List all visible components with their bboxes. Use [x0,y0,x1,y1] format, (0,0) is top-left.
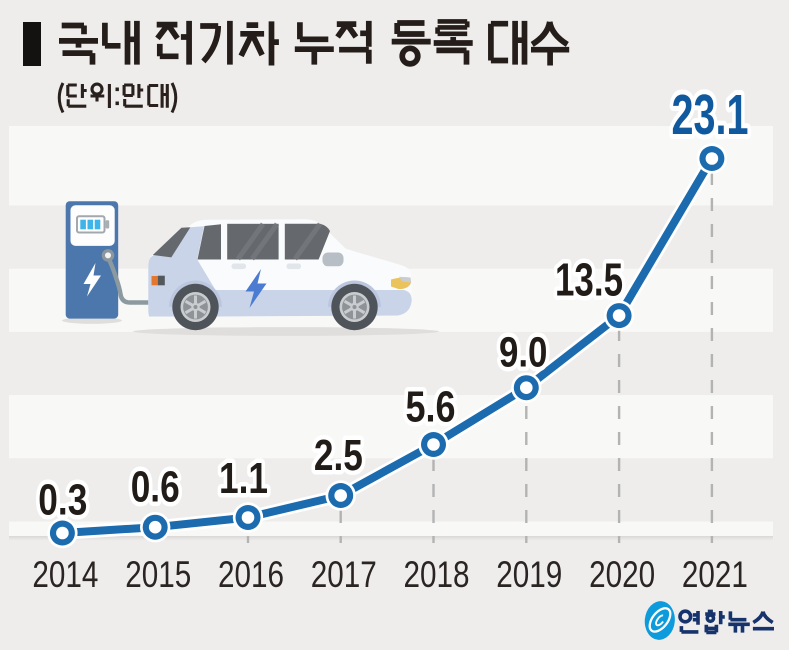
svg-text:2016: 2016 [218,554,284,595]
svg-text:13.5: 13.5 [555,254,623,306]
svg-text:2014: 2014 [32,554,98,595]
svg-text:2017: 2017 [311,554,377,595]
svg-text:2015: 2015 [125,554,191,595]
svg-text:2018: 2018 [404,554,470,595]
svg-text:9.0: 9.0 [499,328,548,376]
svg-text:5.6: 5.6 [406,383,456,432]
svg-text:23.1: 23.1 [672,83,749,147]
svg-text:2020: 2020 [589,554,655,595]
svg-text:2019: 2019 [496,554,562,595]
svg-text:0.6: 0.6 [131,463,180,512]
svg-text:2.5: 2.5 [314,431,363,480]
svg-text:0.3: 0.3 [38,476,87,525]
svg-text:2021: 2021 [682,554,748,595]
svg-text:1.1: 1.1 [219,454,268,503]
